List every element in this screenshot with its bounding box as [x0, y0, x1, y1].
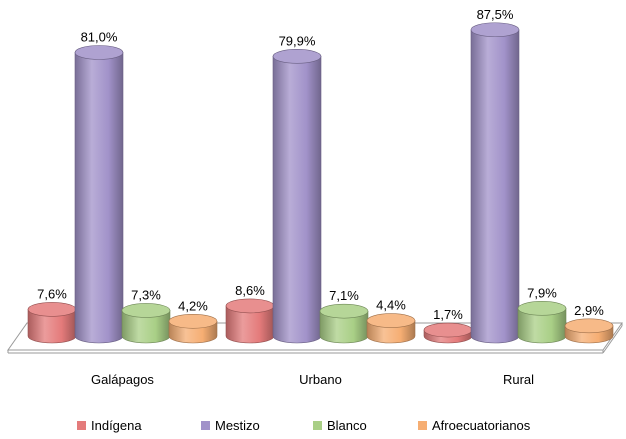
- data-label: 4,2%: [178, 298, 208, 313]
- data-label: 79,9%: [279, 33, 316, 48]
- bar: [121, 303, 171, 344]
- category-label: Rural: [503, 372, 534, 387]
- legend-item: Mestizo: [201, 418, 260, 433]
- legend-swatch: [77, 421, 86, 430]
- data-label: 87,5%: [477, 7, 514, 22]
- bar: [423, 322, 473, 344]
- bars-layer: [27, 22, 614, 344]
- data-label: 7,6%: [37, 286, 67, 301]
- bar: [319, 303, 369, 344]
- category-label: Urbano: [299, 372, 342, 387]
- data-label: 8,6%: [235, 283, 265, 298]
- data-label: 7,3%: [131, 287, 161, 302]
- legend-swatch: [201, 421, 210, 430]
- bar: [27, 302, 77, 344]
- data-label: 2,9%: [574, 303, 604, 318]
- legend-swatch: [418, 421, 427, 430]
- bar: [74, 45, 124, 344]
- bar: [564, 318, 614, 344]
- chart-floor-edge: [602, 325, 623, 354]
- legend-item: Afroecuatorianos: [418, 418, 530, 433]
- data-label: 1,7%: [433, 307, 463, 322]
- legend-swatch: [313, 421, 322, 430]
- bar: [517, 301, 567, 344]
- bar: [470, 22, 520, 344]
- legend-item: Indígena: [77, 418, 142, 433]
- category-ticks: Galápagos Urbano Rural: [91, 372, 534, 387]
- data-label: 4,4%: [376, 298, 406, 313]
- legend: Indígena Mestizo Blanco Afroecuatorianos: [0, 418, 626, 438]
- legend-label: Blanco: [327, 418, 367, 433]
- legend-label: Afroecuatorianos: [432, 418, 531, 433]
- category-label: Galápagos: [91, 372, 154, 387]
- labels-layer: 7,6% 81,0% 7,3% 4,2% 8,6% 79,9% 7,1% 4,4% 1,7% 87…: [37, 7, 604, 322]
- legend-item: Blanco: [313, 418, 367, 433]
- data-label: 7,1%: [329, 288, 359, 303]
- chart-plot: 7,6% 81,0% 7,3% 4,2% 8,6% 79,9% 7,1% 4,4% 1,7% 87…: [7, 7, 623, 387]
- data-label: 7,9%: [527, 285, 557, 300]
- legend-label: Mestizo: [215, 418, 260, 433]
- bar: [366, 313, 416, 344]
- data-label: 81,0%: [81, 30, 118, 45]
- legend-label: Indígena: [91, 418, 142, 433]
- bar: [168, 313, 218, 344]
- bar: [272, 49, 322, 344]
- bar: [225, 298, 275, 344]
